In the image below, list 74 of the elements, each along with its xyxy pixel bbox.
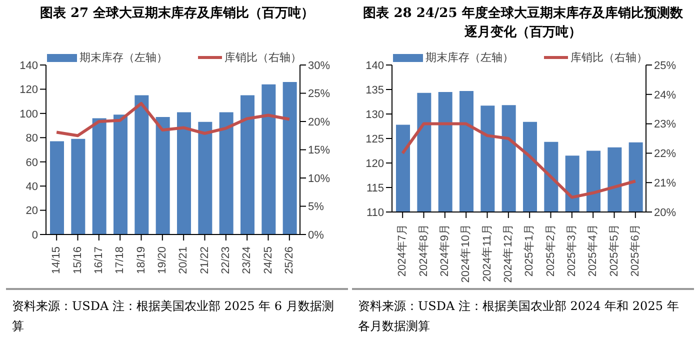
- legend-label: 库销比（右轴）: [224, 50, 302, 65]
- y2-tick-label: 5%: [308, 201, 324, 214]
- y-tick-label: 120: [20, 84, 38, 96]
- y-tick-label: 60: [26, 156, 38, 169]
- text: 资料来源：USDA 注：根据美国农业部 2024 年和 2025 年各月数据测算: [358, 298, 680, 335]
- y2-tick-label: 25%: [654, 60, 676, 72]
- x-tick-label: 2025年2月: [544, 224, 557, 277]
- bar: [177, 112, 191, 234]
- x-tick-label: 2024年12月: [502, 224, 514, 283]
- bar: [219, 112, 234, 234]
- y2-tick-label: 22%: [654, 148, 676, 160]
- bar: [71, 138, 86, 234]
- y-tick-label: 135: [366, 84, 384, 96]
- y-tick-label: 80: [26, 132, 38, 145]
- x-tick-label: 2025年6月: [629, 224, 642, 277]
- bar: [50, 141, 64, 234]
- x-tick-label: 14/15: [50, 246, 63, 274]
- y-tick-label: 130: [366, 108, 384, 121]
- x-tick-label: 2025年4月: [587, 224, 600, 277]
- x-tick-label: 2024年10月: [460, 224, 472, 283]
- y2-tick-label: 21%: [654, 178, 676, 190]
- line-series: [55, 102, 291, 138]
- bar: [92, 118, 106, 234]
- x-tick-label: 2024年9月: [438, 224, 451, 277]
- legend-label: 期末库存（左轴）: [424, 50, 514, 65]
- x-tick-label: 23/24: [241, 246, 254, 274]
- y2-tick-label: 15%: [308, 144, 330, 157]
- x-tick-label: 2025年3月: [566, 224, 578, 277]
- y-tick-label: 0: [32, 229, 38, 242]
- bar: [198, 122, 212, 234]
- x-tick-label: 22/23: [220, 246, 232, 274]
- text: 资料来源：USDA 注：根据美国农业部 2025 年 6 月数据测算: [12, 298, 335, 335]
- y2-tick-label: 10%: [308, 172, 330, 185]
- bar: [134, 95, 149, 234]
- y-tick-label: 140: [366, 60, 384, 72]
- x-tick-label: 17/18: [114, 246, 126, 274]
- bar: [240, 95, 254, 234]
- bar: [156, 117, 170, 234]
- y2-tick-label: 25%: [308, 88, 330, 100]
- x-tick-label: 25/26: [283, 246, 296, 274]
- x-tick-label: 16/17: [92, 246, 105, 274]
- x-tick-label: 24/25: [262, 246, 274, 274]
- x-tick-label: 15/16: [72, 246, 84, 274]
- y2-tick-label: 0%: [308, 229, 324, 242]
- y2-tick-label: 20%: [308, 116, 330, 128]
- x-tick-label: 2024年7月: [396, 224, 409, 277]
- y-tick-label: 125: [366, 133, 384, 146]
- y2-tick-label: 23%: [654, 118, 676, 131]
- chart-title: 图表 27 全球大豆期末库存及库销比（百万吨）: [38, 4, 316, 23]
- y-tick-label: 140: [20, 60, 38, 72]
- y2-tick-label: 20%: [654, 206, 676, 219]
- x-tick-label: 18/19: [135, 246, 148, 274]
- y-tick-label: 120: [366, 158, 384, 170]
- bar: [114, 114, 128, 234]
- y-tick-label: 40: [26, 180, 38, 193]
- legend-label: 期末库存（左轴）: [78, 50, 168, 65]
- y-tick-label: 115: [366, 182, 384, 194]
- bar: [262, 84, 276, 234]
- legend-label: 库销比（右轴）: [570, 50, 648, 65]
- x-tick-label: 21/22: [198, 246, 211, 274]
- y-tick-label: 110: [366, 206, 384, 219]
- x-tick-label: 2025年5月: [608, 224, 620, 277]
- y-tick-label: 100: [20, 108, 38, 120]
- bar: [282, 82, 297, 234]
- y-tick-label: 20: [26, 205, 38, 218]
- y2-tick-label: 24%: [654, 89, 676, 102]
- x-tick-label: 20/21: [178, 246, 190, 274]
- x-tick-label: 2025年1月: [524, 224, 536, 277]
- line-series: [401, 122, 637, 199]
- x-tick-label: 2024年11月: [481, 224, 494, 282]
- chart-title: 图表 28 24/25 年度全球大豆期末库存及库销比预测数逐月变化（百万吨）: [362, 4, 684, 42]
- y2-tick-label: 30%: [308, 60, 330, 72]
- x-tick-label: 19/20: [156, 246, 168, 274]
- x-tick-label: 2024年8月: [418, 224, 430, 277]
